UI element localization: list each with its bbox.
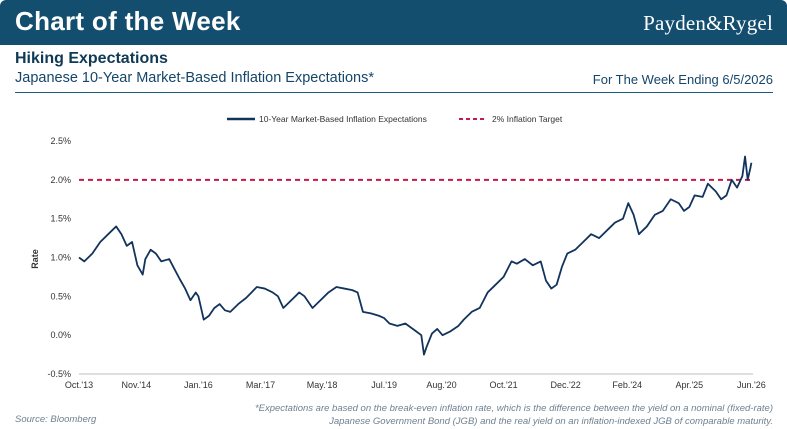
y-tick-label: -0.5% [47,369,71,379]
legend: 10-Year Market-Based Inflation Expectati… [227,114,563,124]
brand-logo: Payden&Rygel [643,11,773,35]
chart-title: Hiking Expectations [15,50,168,67]
y-axis-label: Rate [30,249,40,269]
x-tick-label: Feb.'24 [612,380,642,390]
x-tick-label: Mar.'17 [246,380,275,390]
week-ending-note: For The Week Ending 6/5/2026 [592,72,773,87]
x-tick-label: Oct.'13 [65,380,93,390]
y-tick-label: 2.0% [50,175,71,185]
x-tick-label: Oct.'21 [489,380,517,390]
y-axis: 2.5% 2.0% 1.5% 1.0% 0.5% 0.0% -0.5% [47,136,71,379]
x-tick-label: Jan.'16 [184,380,213,390]
y-tick-label: 2.5% [50,136,71,146]
y-tick-label: 1.0% [50,253,71,263]
x-tick-label: Apr.'25 [675,380,703,390]
x-tick-label: Aug.'20 [426,380,456,390]
divider [15,92,773,93]
banner-title: Chart of the Week [15,6,241,36]
legend-label-series-2: 2% Inflation Target [492,114,563,124]
x-tick-label: Dec.'22 [551,380,581,390]
footnote: *Expectations are based on the break-eve… [254,403,773,427]
y-tick-label: 1.5% [50,214,71,224]
x-tick-label: Nov.'14 [122,380,152,390]
x-axis: Oct.'13 Nov.'14 Jan.'16 Mar.'17 May.'18 Jul.'… [65,373,766,390]
series-line-inflation-expectations [78,155,753,356]
x-tick-label: Jul.'19 [371,380,397,390]
y-tick-label: 0.0% [50,330,71,340]
legend-label-series-1: 10-Year Market-Based Inflation Expectati… [259,114,427,124]
header-banner: Chart of the Week Payden&Rygel [0,0,787,45]
source-note: Source: Bloomberg [15,414,97,425]
x-tick-label: May.'18 [307,380,338,390]
x-tick-label: Jun.'26 [737,380,766,390]
chart-subtitle: Japanese 10-Year Market-Based Inflation … [15,70,374,86]
line-chart: 10-Year Market-Based Inflation Expectati… [30,114,766,390]
plot-area [78,155,753,356]
y-tick-label: 0.5% [50,291,71,301]
